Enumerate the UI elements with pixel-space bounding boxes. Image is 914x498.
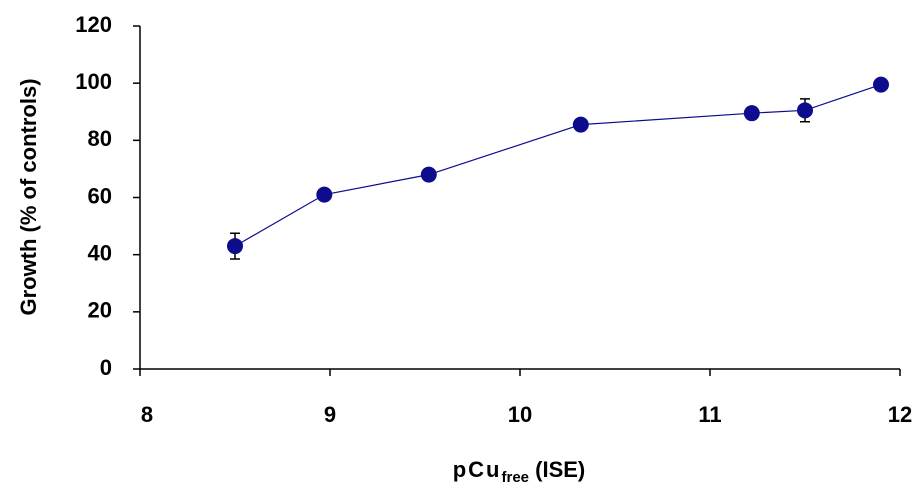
y-tick-label: 60 xyxy=(88,183,112,208)
x-tick-label: 9 xyxy=(324,402,336,427)
y-tick-label: 80 xyxy=(88,126,112,151)
x-axis-label: pCufree (ISE) xyxy=(453,457,586,486)
data-point xyxy=(227,238,243,255)
series-line xyxy=(234,84,882,247)
x-axis-label-main: pCu xyxy=(453,457,502,482)
x-tick-label: 10 xyxy=(508,402,532,427)
data-point xyxy=(797,102,813,119)
data-point xyxy=(316,186,333,203)
data-point xyxy=(420,166,437,183)
y-axis-label: Growth (% of controls) xyxy=(16,78,41,315)
data-point xyxy=(572,116,589,133)
data-point xyxy=(743,105,760,122)
x-axis-label-suffix: (ISE) xyxy=(529,457,585,482)
y-tick-label: 20 xyxy=(88,298,112,323)
y-tick-label: 100 xyxy=(75,69,112,94)
x-tick-label: 8 xyxy=(141,402,153,427)
y-tick-label: 40 xyxy=(88,240,112,265)
y-tick-label: 0 xyxy=(100,355,112,380)
y-tick-label: 120 xyxy=(75,12,112,37)
x-tick-label: 12 xyxy=(888,402,912,427)
x-tick-label: 11 xyxy=(698,402,721,427)
x-axis-label-sub: free xyxy=(502,469,530,486)
data-point xyxy=(873,76,889,93)
